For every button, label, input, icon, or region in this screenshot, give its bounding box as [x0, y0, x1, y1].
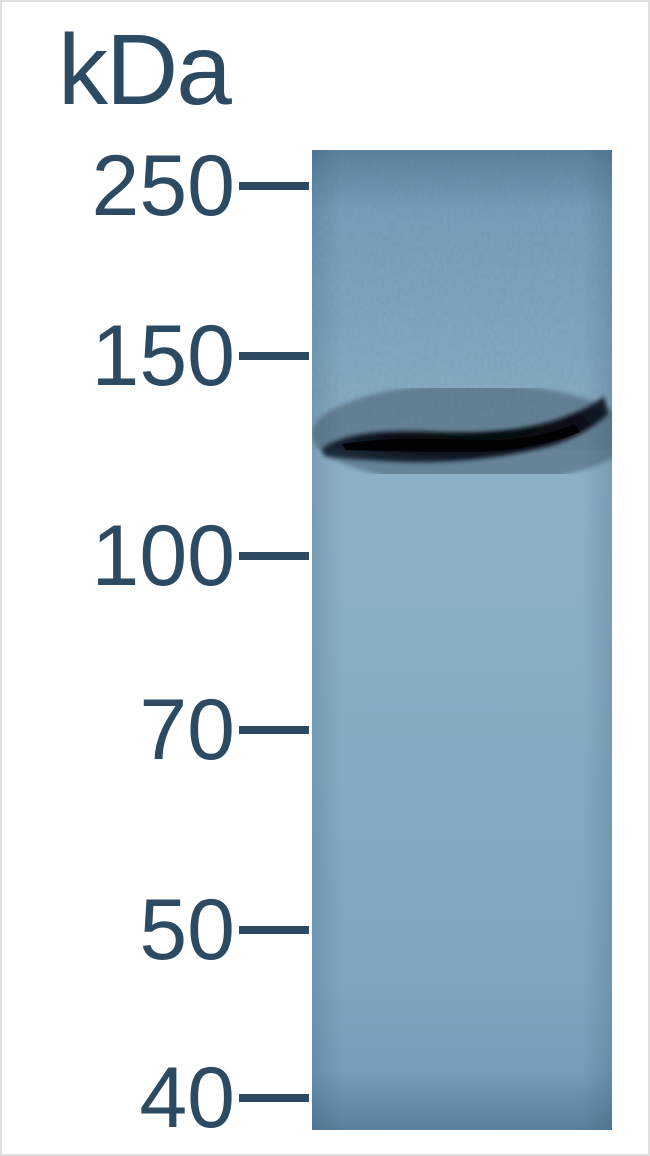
mw-marker-tick: [239, 182, 309, 190]
mw-marker-value: 150: [0, 313, 235, 399]
mw-marker-tick: [239, 352, 309, 360]
mw-marker-tick: [239, 926, 309, 934]
mw-marker-value: 50: [0, 887, 235, 973]
mw-marker: 150: [0, 313, 309, 399]
mw-marker-value: 40: [0, 1055, 235, 1141]
western-blot-figure: kDa 250 150 100 70 50 40: [0, 0, 650, 1156]
mw-marker: 50: [0, 887, 309, 973]
blot-lane: [312, 150, 612, 1130]
mw-marker: 70: [0, 687, 309, 773]
mw-marker-value: 250: [0, 143, 235, 229]
mw-marker-value: 100: [0, 513, 235, 599]
mw-marker: 250: [0, 143, 309, 229]
axis-unit-label: kDa: [58, 20, 230, 120]
mw-marker: 100: [0, 513, 309, 599]
mw-marker-tick: [239, 552, 309, 560]
mw-marker-tick: [239, 1094, 309, 1102]
protein-band: [312, 388, 612, 474]
mw-marker-value: 70: [0, 687, 235, 773]
mw-marker-tick: [239, 726, 309, 734]
mw-marker: 40: [0, 1055, 309, 1141]
